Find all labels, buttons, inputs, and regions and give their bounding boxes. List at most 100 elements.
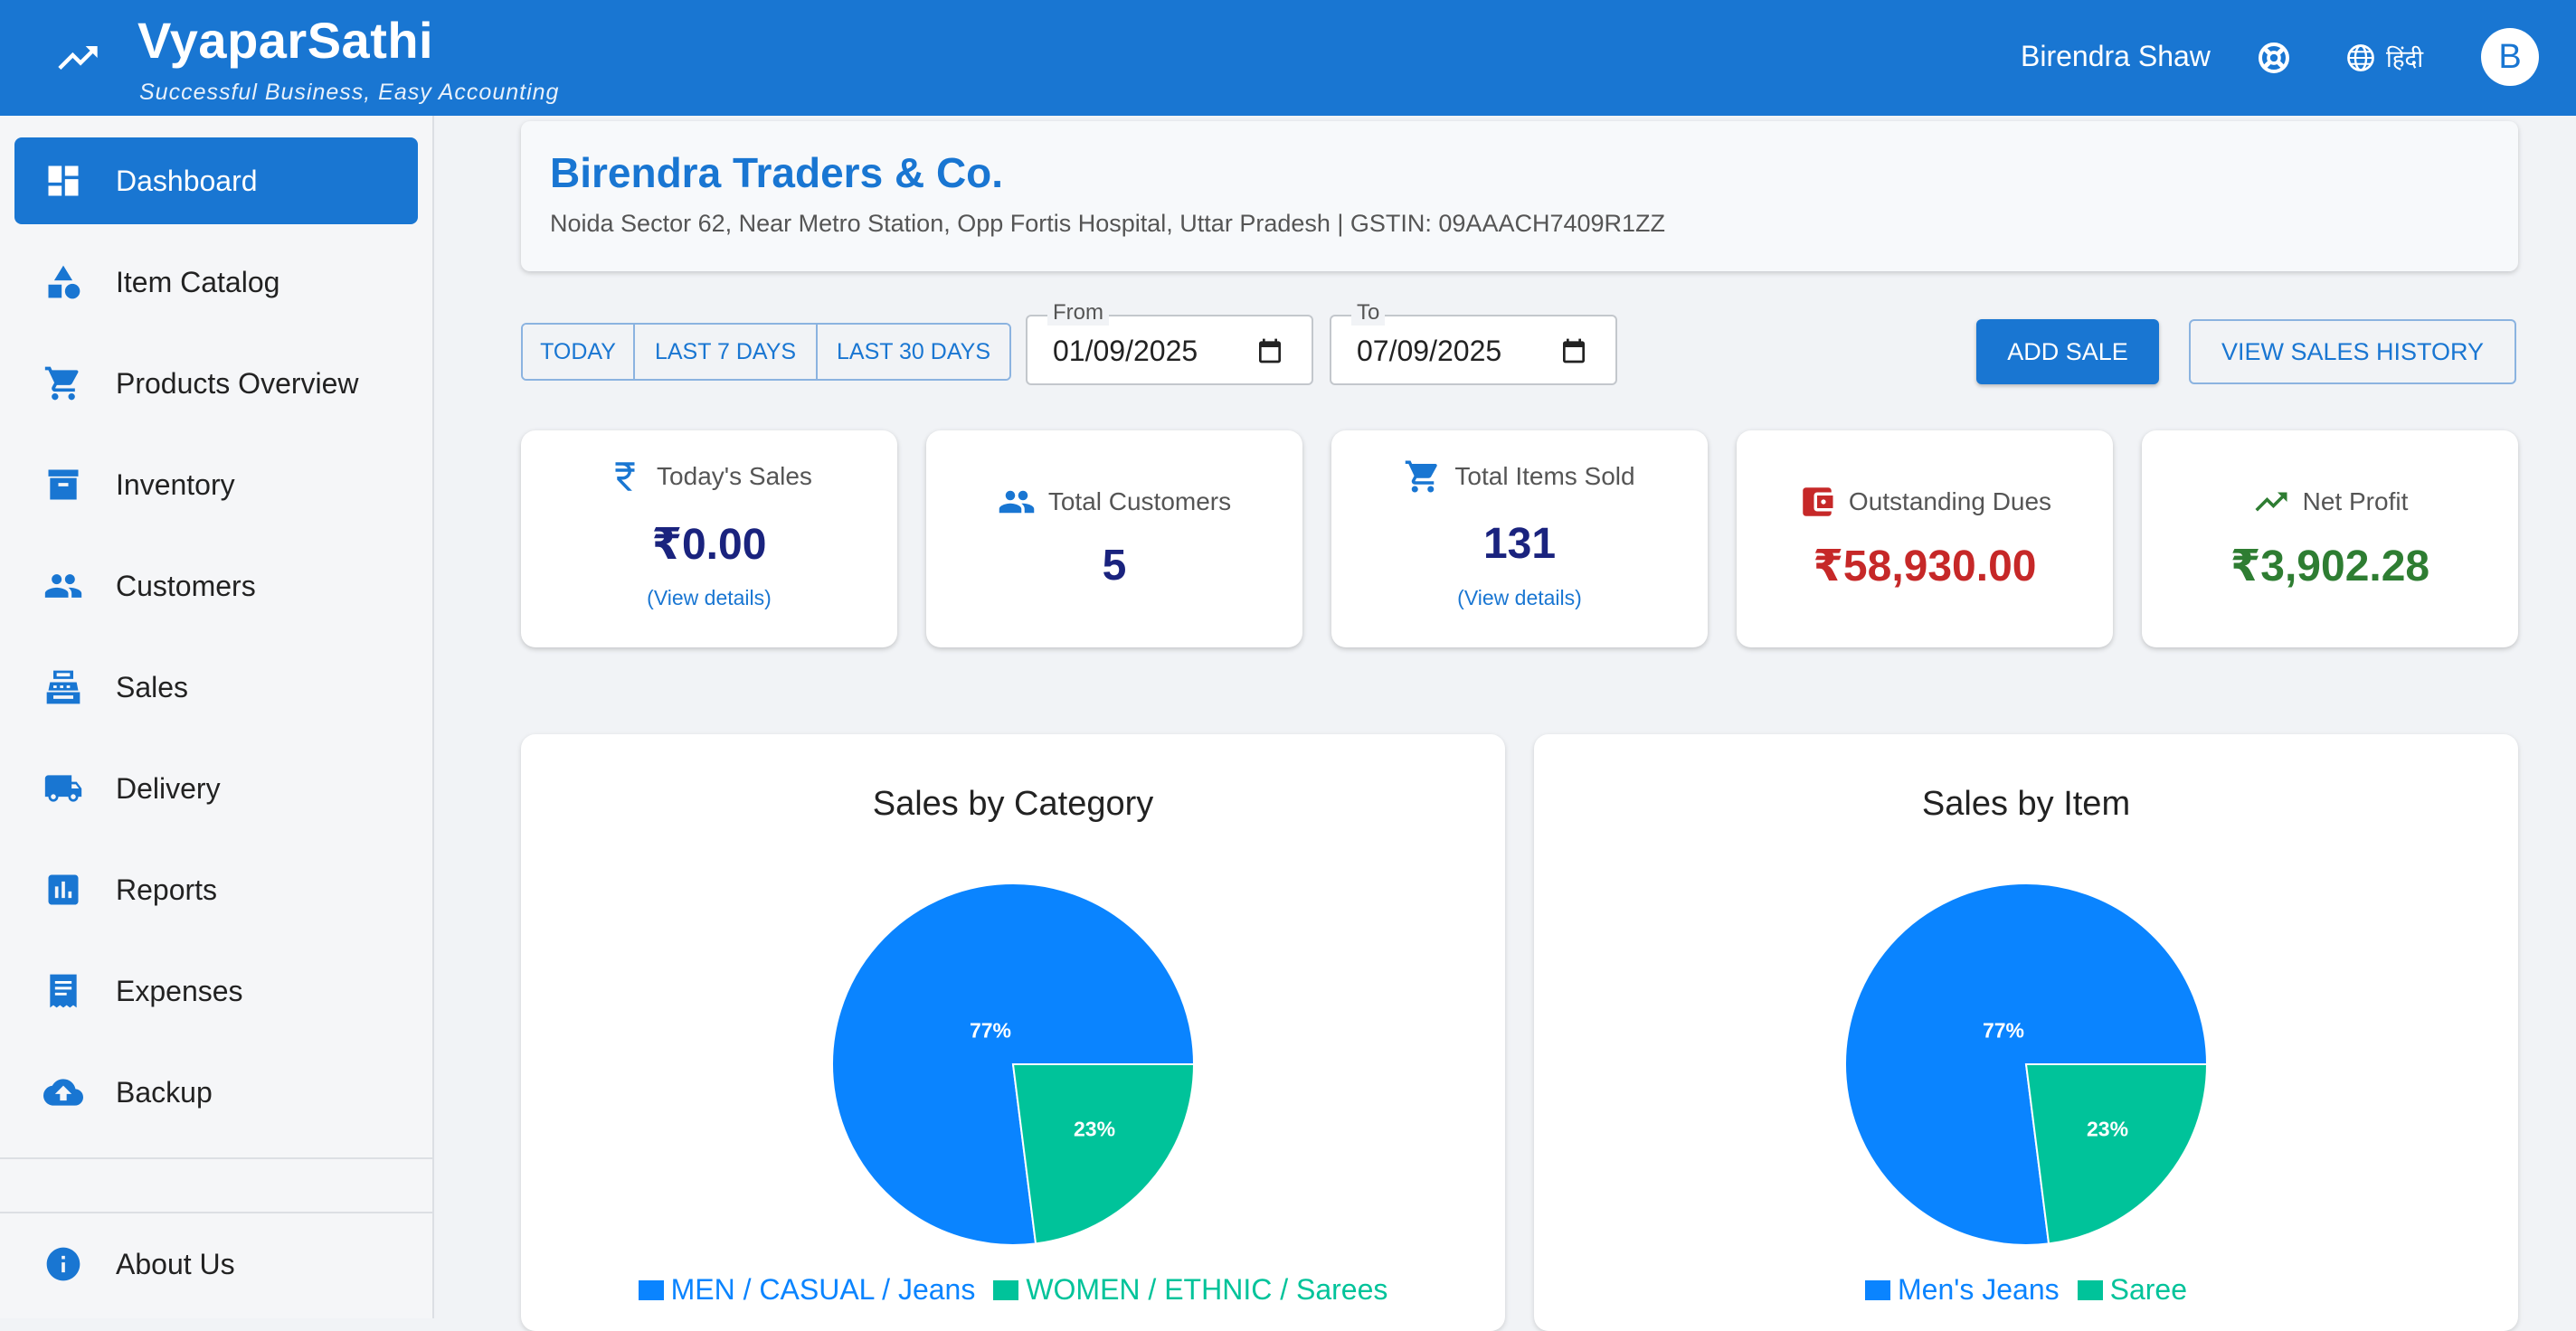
- app-tagline: Successful Business, Easy Accounting: [139, 80, 560, 105]
- to-date-field[interactable]: To 07/09/2025: [1330, 300, 1617, 385]
- chart-card-sales-by-item: Sales by Item 77% 23% Men's Jeans Saree: [1534, 734, 2518, 1331]
- kpi-header: Total Customers: [926, 483, 1302, 521]
- globe-icon: [2347, 44, 2374, 71]
- legend-swatch: [1864, 1279, 1890, 1300]
- sidebar-item-dashboard[interactable]: Dashboard: [14, 137, 418, 224]
- pie-chart: 77% 23%: [1844, 883, 2209, 1246]
- truck-icon: [44, 775, 82, 802]
- lifebuoy-icon[interactable]: [2256, 40, 2292, 76]
- sidebar: Dashboard Item Catalog Products Overview…: [0, 116, 434, 1318]
- view-sales-history-button[interactable]: VIEW SALES HISTORY: [2189, 319, 2516, 384]
- kpi-value: 5: [1102, 542, 1127, 590]
- business-info-card: Birendra Traders & Co. Noida Sector 62, …: [521, 121, 2518, 271]
- legend-swatch: [2077, 1279, 2103, 1300]
- sidebar-item-inventory[interactable]: Inventory: [14, 441, 418, 528]
- trending-up-icon: [2255, 492, 2287, 512]
- kpi-label: Total Customers: [1047, 487, 1232, 515]
- view-details-link[interactable]: (View details): [647, 586, 772, 609]
- last-7-days-button[interactable]: LAST 7 DAYS: [635, 325, 818, 379]
- kpi-header: Today's Sales: [521, 458, 897, 496]
- chart-title: Sales by Item: [1921, 785, 2131, 823]
- add-sale-button[interactable]: ADD SALE: [1976, 319, 2159, 384]
- avatar[interactable]: B: [2481, 28, 2539, 86]
- inventory-icon: [48, 469, 79, 500]
- sidebar-item-backup[interactable]: Backup: [14, 1049, 418, 1136]
- legend-label: Men's Jeans: [1897, 1273, 2060, 1306]
- calendar-icon[interactable]: [1559, 336, 1588, 365]
- sidebar-item-customers[interactable]: Customers: [14, 543, 418, 629]
- sidebar-item-reports[interactable]: Reports: [14, 846, 418, 933]
- kpi-value: 131: [1482, 520, 1557, 568]
- app-header: VyaparSathi Successful Business, Easy Ac…: [0, 0, 2576, 116]
- business-name: Birendra Traders & Co.: [550, 149, 1004, 196]
- chart-title: Sales by Category: [872, 785, 1154, 823]
- sidebar-item-expenses[interactable]: Expenses: [14, 948, 418, 1034]
- kpi-header: Net Profit: [2142, 483, 2518, 521]
- sidebar-item-label: Dashboard: [116, 164, 258, 197]
- sidebar-item-delivery[interactable]: Delivery: [14, 745, 418, 832]
- legend-item[interactable]: WOMEN / ETHNIC / Sarees: [993, 1273, 1387, 1307]
- kpi-card-outstanding-dues: Outstanding Dues ₹58,930.00: [1737, 430, 2113, 647]
- app-title: VyaparSathi: [137, 12, 434, 69]
- user-name[interactable]: Birendra Shaw: [2021, 40, 2211, 72]
- view-details-link[interactable]: (View details): [1457, 586, 1582, 609]
- cloud-upload-icon: [43, 1079, 83, 1106]
- rupee-icon: [615, 462, 635, 491]
- legend-label: WOMEN / ETHNIC / Sarees: [1026, 1273, 1388, 1306]
- pie-chart: 77% 23%: [831, 883, 1196, 1246]
- pie-label-1: 23%: [1074, 1117, 1115, 1140]
- people-icon: [44, 574, 82, 598]
- pie-slice-1[interactable]: [1011, 1063, 1196, 1245]
- kpi-header: Outstanding Dues: [1737, 483, 2113, 521]
- language-switcher[interactable]: हिंदी: [2344, 40, 2423, 76]
- sidebar-item-products-overview[interactable]: Products Overview: [14, 340, 418, 427]
- kpi-card-todays-sales: Today's Sales ₹0.00 (View details): [521, 430, 897, 647]
- sidebar-item-sales[interactable]: Sales: [14, 644, 418, 731]
- register-icon: [46, 670, 80, 704]
- language-label: हिंदी: [2386, 45, 2424, 72]
- legend-label: Saree: [2109, 1273, 2188, 1306]
- legend-label: MEN / CASUAL / Jeans: [670, 1273, 976, 1306]
- kpi-label: Outstanding Dues: [1848, 487, 2052, 515]
- sidebar-item-label: Products Overview: [116, 366, 359, 400]
- sidebar-item-about-us[interactable]: About Us: [14, 1221, 418, 1307]
- sidebar-item-label: Sales: [116, 670, 189, 703]
- bar-chart-icon: [48, 874, 79, 905]
- kpi-card-total-items-sold: Total Items Sold 131 (View details): [1331, 430, 1708, 647]
- kpi-card-total-customers: Total Customers 5: [926, 430, 1302, 647]
- pie-label-0: 77%: [1983, 1019, 2024, 1043]
- last-30-days-button[interactable]: LAST 30 DAYS: [818, 325, 1009, 379]
- legend-item[interactable]: MEN / CASUAL / Jeans: [638, 1273, 976, 1307]
- people-icon: [999, 490, 1035, 514]
- from-date-value[interactable]: 01/09/2025: [1053, 335, 1198, 367]
- sidebar-divider: [0, 1212, 432, 1213]
- calendar-icon[interactable]: [1255, 336, 1284, 365]
- wallet-icon: [1803, 487, 1833, 516]
- kpi-card-net-profit: Net Profit ₹3,902.28: [2142, 430, 2518, 647]
- legend-item[interactable]: Saree: [2077, 1273, 2188, 1307]
- from-date-field[interactable]: From 01/09/2025: [1026, 300, 1313, 385]
- pie-slice-1[interactable]: [2024, 1063, 2209, 1245]
- today-button[interactable]: TODAY: [523, 325, 635, 379]
- pie-label-0: 77%: [970, 1019, 1011, 1043]
- category-icon: [48, 265, 80, 299]
- pie-label-1: 23%: [2087, 1117, 2128, 1140]
- legend-swatch: [993, 1279, 1019, 1300]
- legend-swatch: [638, 1279, 664, 1300]
- sidebar-item-label: Item Catalog: [116, 265, 280, 298]
- sidebar-item-label: Inventory: [116, 467, 235, 501]
- dashboard-icon: [48, 165, 79, 196]
- kpi-label: Total Items Sold: [1454, 462, 1635, 490]
- kpi-header: Total Items Sold: [1331, 458, 1708, 496]
- to-date-label: To: [1351, 300, 1386, 326]
- cart-icon: [1406, 460, 1438, 493]
- trending-up-icon: [58, 46, 98, 70]
- chart-legend: Men's Jeans Saree: [1534, 1273, 2518, 1307]
- info-icon: [46, 1247, 80, 1281]
- sidebar-item-item-catalog[interactable]: Item Catalog: [14, 239, 418, 326]
- from-date-label: From: [1047, 300, 1109, 326]
- sidebar-item-label: Delivery: [116, 771, 221, 805]
- legend-item[interactable]: Men's Jeans: [1864, 1273, 2060, 1307]
- chart-card-sales-by-category: Sales by Category 77% 23% MEN / CASUAL / …: [521, 734, 1505, 1331]
- to-date-value[interactable]: 07/09/2025: [1357, 335, 1502, 367]
